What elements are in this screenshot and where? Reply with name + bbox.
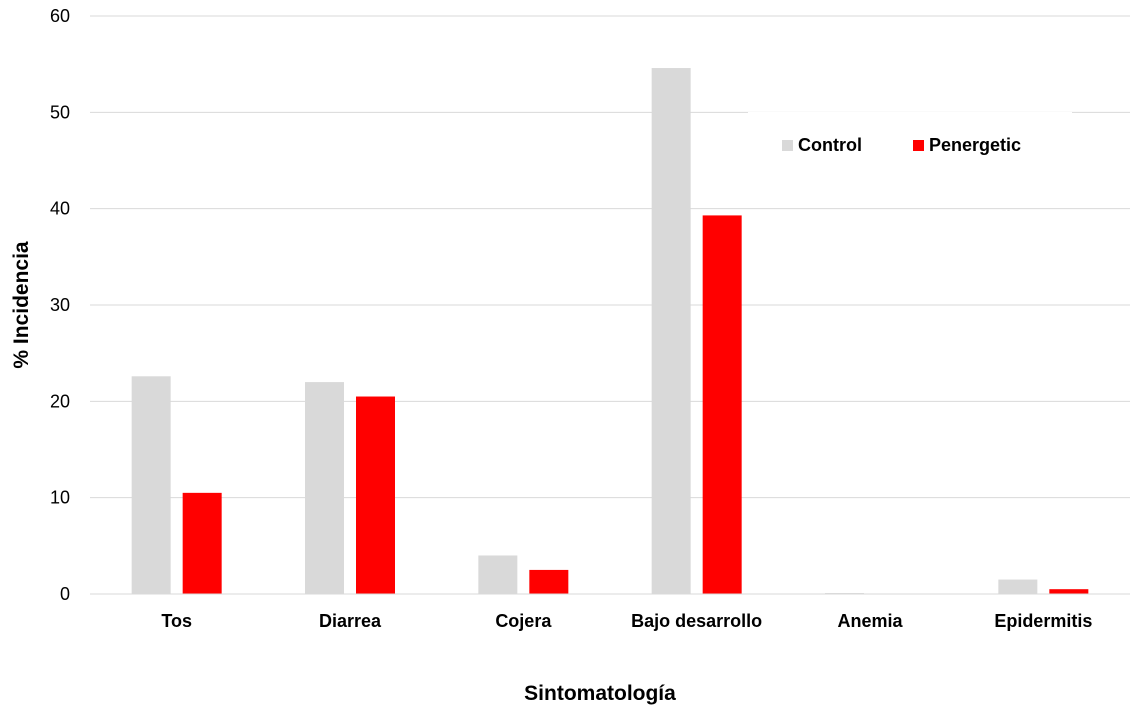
- y-tick-label: 10: [50, 488, 70, 508]
- x-axis-title: Sintomatología: [524, 682, 676, 705]
- y-tick-label: 40: [50, 199, 70, 219]
- y-tick-label: 20: [50, 391, 70, 411]
- y-tick-labels: 0 10 20 30 40 50 60: [50, 6, 70, 604]
- bar-penergetic-tos: [182, 492, 222, 594]
- x-tick-labels: Tos Diarrea Cojera Bajo desarrollo Anemia Epi…: [161, 611, 1092, 631]
- bar-control-epidermitis: [998, 579, 1038, 594]
- x-tick-label: Diarrea: [319, 611, 382, 631]
- x-tick-label: Cojera: [495, 611, 552, 631]
- y-axis-title: % Incidencia: [10, 241, 33, 369]
- y-tick-label: 50: [50, 102, 70, 122]
- bar-control-cojera: [478, 555, 518, 594]
- x-tick-label: Anemia: [837, 611, 903, 631]
- bar-penergetic-cojera: [529, 569, 569, 594]
- bars: [90, 68, 1130, 595]
- bar-penergetic-bajo-desarrollo: [702, 215, 742, 594]
- bar-control-tos: [131, 376, 171, 594]
- bar-penergetic-epidermitis: [1049, 589, 1089, 594]
- bar-control-diarrea: [305, 382, 344, 594]
- legend: Control Penergetic: [748, 112, 1072, 178]
- x-tick-label: Bajo desarrollo: [631, 611, 762, 631]
- gridlines: [90, 15, 1130, 595]
- y-tick-label: 60: [50, 6, 70, 26]
- x-tick-label: Tos: [161, 611, 192, 631]
- legend-swatch-penergetic: [913, 140, 924, 151]
- y-tick-label: 0: [60, 584, 70, 604]
- legend-swatch-control: [782, 140, 793, 151]
- legend-label-penergetic: Penergetic: [929, 135, 1021, 155]
- y-tick-label: 30: [50, 295, 70, 315]
- x-tick-label: Epidermitis: [994, 611, 1092, 631]
- bar-penergetic-diarrea: [356, 396, 395, 594]
- legend-label-control: Control: [798, 135, 862, 155]
- legend-background: [748, 112, 1072, 178]
- bar-control-bajo-desarrollo: [651, 68, 691, 594]
